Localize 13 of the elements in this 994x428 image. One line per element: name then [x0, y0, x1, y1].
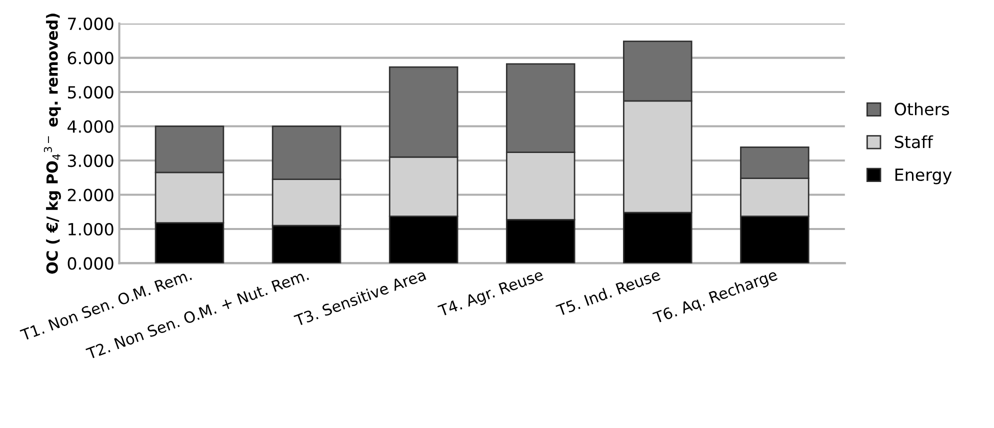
y-tick-label: 2.000 [68, 188, 114, 202]
y-tick-label: 0.000 [68, 257, 114, 270]
y-tick-label: 3.000 [68, 154, 114, 168]
legend-label: Energy [895, 168, 952, 184]
y-tick-label: 4.000 [68, 120, 114, 133]
y-tick-label: 6.000 [68, 52, 114, 64]
y-tick-label: 7.000 [68, 18, 114, 30]
x-tick-label: T4. Agr. Reuse [437, 268, 545, 320]
y-tick-label: 5.000 [68, 86, 114, 99]
y-axis-title: OC ( €/ kg PO$_{4}$$^{3−}$ eq. removed) [44, 14, 61, 274]
y-tick-label: 1.000 [68, 222, 114, 236]
legend-label: Others [894, 102, 950, 116]
legend-label: Staff [894, 135, 934, 148]
